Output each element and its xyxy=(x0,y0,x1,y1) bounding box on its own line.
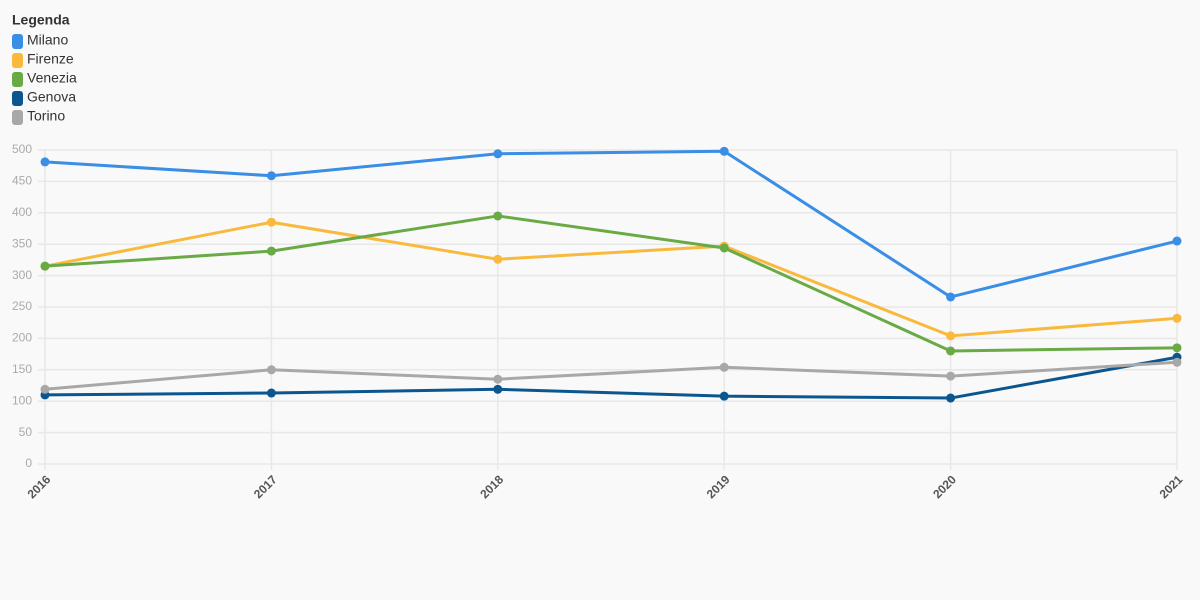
point xyxy=(266,246,276,256)
point xyxy=(40,384,50,394)
legend-swatch xyxy=(12,34,23,49)
legend-swatch xyxy=(12,53,23,68)
series-line xyxy=(44,355,1178,400)
point xyxy=(266,388,276,398)
point xyxy=(493,254,503,264)
legend-swatch xyxy=(12,72,23,87)
point xyxy=(946,371,956,381)
legend-label: Genova xyxy=(27,89,76,105)
y-tick-label: 300 xyxy=(12,268,32,282)
legend-swatch xyxy=(12,91,23,106)
y-tick-label: 350 xyxy=(12,236,32,250)
y-tick-label: 150 xyxy=(12,362,32,376)
point xyxy=(266,171,276,181)
series-line xyxy=(44,220,1178,338)
x-tick-label: 2018 xyxy=(477,472,506,501)
legend-title: Legenda xyxy=(12,12,70,28)
point xyxy=(493,211,503,221)
point xyxy=(1172,236,1182,246)
point xyxy=(493,374,503,384)
point xyxy=(946,346,956,356)
point xyxy=(1172,357,1182,367)
point xyxy=(266,217,276,227)
x-tick-label: 2021 xyxy=(1157,472,1186,501)
y-tick-label: 450 xyxy=(12,174,32,188)
legend-label: Firenze xyxy=(27,51,74,67)
point xyxy=(719,146,729,156)
point xyxy=(1172,313,1182,323)
point xyxy=(719,391,729,401)
point xyxy=(493,384,503,394)
point xyxy=(40,157,50,167)
point xyxy=(266,365,276,375)
y-tick-label: 250 xyxy=(12,299,32,313)
point xyxy=(493,149,503,159)
legend-label: Milano xyxy=(27,32,68,48)
point xyxy=(40,261,50,271)
point xyxy=(946,331,956,341)
x-tick-label: 2020 xyxy=(930,472,959,501)
series-line xyxy=(44,149,1178,299)
legend-label: Venezia xyxy=(27,70,77,86)
point xyxy=(719,362,729,372)
y-tick-label: 100 xyxy=(12,393,32,407)
y-tick-label: 500 xyxy=(12,142,32,156)
y-tick-label: 400 xyxy=(12,205,32,219)
y-tick-label: 0 xyxy=(25,456,32,470)
x-tick-label: 2016 xyxy=(25,472,54,501)
point xyxy=(946,292,956,302)
legend-label: Torino xyxy=(27,108,65,124)
legend-swatch xyxy=(12,110,23,125)
y-tick-label: 50 xyxy=(19,425,33,439)
y-tick-label: 200 xyxy=(12,331,32,345)
x-tick-label: 2017 xyxy=(251,472,280,501)
point xyxy=(946,393,956,403)
series-line xyxy=(44,360,1178,391)
series-line xyxy=(44,214,1178,353)
x-tick-label: 2019 xyxy=(704,472,733,501)
point xyxy=(719,243,729,253)
point xyxy=(1172,343,1182,353)
